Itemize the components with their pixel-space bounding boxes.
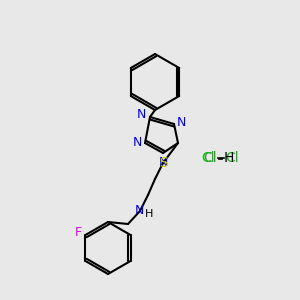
Text: H: H [145,209,153,219]
Text: N: N [136,109,146,122]
Text: S: S [159,156,167,170]
Text: N: N [177,116,186,128]
Text: H: H [224,151,234,165]
Text: N: N [133,136,142,149]
Text: Cl: Cl [201,151,215,165]
Text: Cl: Cl [225,151,238,165]
Text: Cl: Cl [203,151,217,165]
Text: N: N [158,156,168,169]
Text: F: F [75,226,82,239]
Text: N: N [134,205,144,218]
